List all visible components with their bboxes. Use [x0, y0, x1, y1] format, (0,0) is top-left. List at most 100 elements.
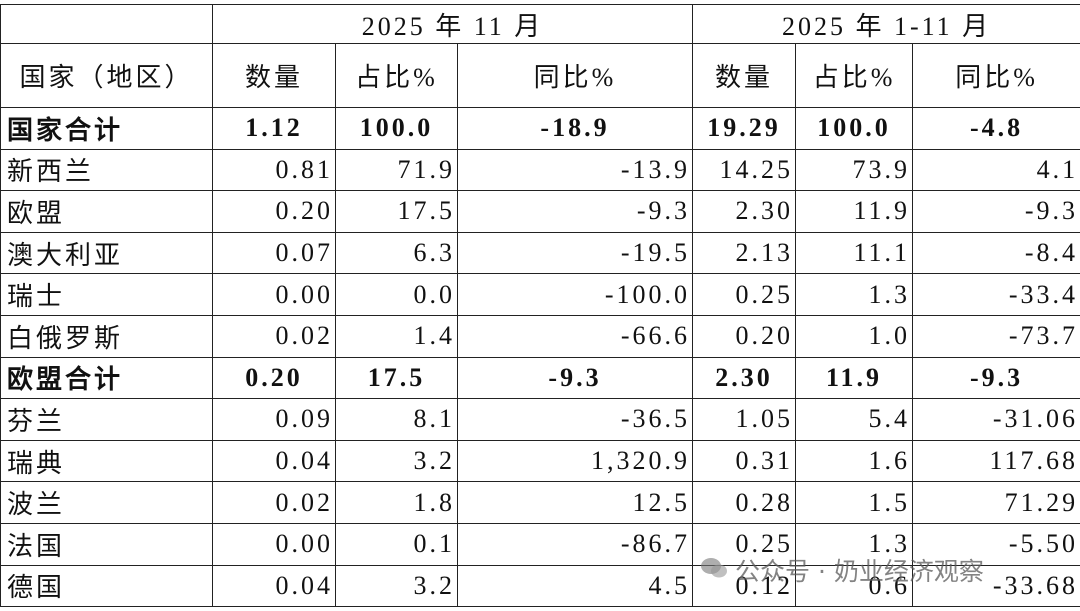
cell: 0.31 — [692, 439, 797, 483]
cell: 1.3 — [795, 273, 914, 316]
table-row: 澳大利亚 0.07 6.3 -19.5 2.13 11.1 -8.4 — [0, 231, 1080, 275]
cell: 0.6 — [795, 564, 914, 608]
cell: 4.1 — [912, 148, 1080, 192]
watermark: 公众号 · 奶业经济观察 — [735, 557, 984, 586]
cell: 19.29 — [692, 107, 797, 150]
cell: 6.3 — [335, 231, 458, 275]
row-label: 白俄罗斯 — [0, 314, 213, 358]
watermark-icon — [701, 558, 727, 578]
cell: 0.04 — [212, 564, 336, 608]
column-header: 占比% — [335, 43, 458, 108]
cell: 14.25 — [692, 148, 797, 192]
cell: 0.28 — [692, 481, 797, 524]
cell: 0.02 — [212, 314, 336, 358]
header-group: 2025 年 11 月 — [211, 4, 694, 44]
cell: -9.3 — [456, 356, 694, 400]
cell: 1.8 — [335, 481, 458, 524]
cell: 100.0 — [795, 107, 914, 150]
cell: 17.5 — [335, 356, 458, 400]
cell: -9.3 — [912, 190, 1080, 233]
row-label: 国家合计 — [0, 107, 213, 150]
cell: 0.00 — [212, 522, 336, 566]
row-label: 瑞典 — [0, 439, 213, 483]
cell: 1.05 — [692, 398, 797, 441]
table-row: 白俄罗斯 0.02 1.4 -66.6 0.20 1.0 -73.7 — [0, 314, 1080, 358]
row-label: 波兰 — [0, 481, 213, 524]
cell: 17.5 — [335, 190, 458, 233]
column-header: 同比% — [912, 43, 1080, 108]
cell: -86.7 — [456, 522, 694, 566]
cell: 4.5 — [456, 564, 694, 608]
row-label: 澳大利亚 — [0, 231, 213, 275]
row-label: 新西兰 — [0, 148, 213, 192]
cell: 3.2 — [335, 439, 458, 483]
cell: 1.4 — [335, 314, 458, 358]
row-label: 瑞士 — [0, 273, 213, 316]
table-row: 德国 0.04 3.2 4.5 0.12 0.6 -33.68 — [0, 564, 1080, 608]
cell: -13.9 — [456, 148, 694, 192]
cell: 0.0 — [335, 273, 458, 316]
cell: 0.25 — [692, 273, 797, 316]
row-label: 法国 — [0, 522, 213, 566]
cell: 0.20 — [212, 190, 336, 233]
cell: -66.6 — [456, 314, 694, 358]
cell: 71.29 — [912, 481, 1080, 524]
table-body: 2025 年 11 月 2025 年 1-11 月 国家（地区） 数量 占比% 同比%… — [0, 4, 1080, 608]
header-group: 2025 年 1-11 月 — [692, 4, 1080, 44]
column-header-row: 国家（地区） 数量 占比% 同比% 数量 占比% 同比% — [0, 43, 1080, 108]
table-row: 欧盟 0.20 17.5 -9.3 2.30 11.9 -9.3 — [0, 190, 1080, 233]
cell: -9.3 — [456, 190, 694, 233]
column-header: 数量 — [212, 43, 336, 108]
cell: -31.06 — [912, 398, 1080, 441]
table-row: 瑞典 0.04 3.2 1,320.9 0.31 1.6 117.68 — [0, 439, 1080, 483]
cell: 2.30 — [692, 356, 797, 400]
table-row: 国家合计 1.12 100.0 -18.9 19.29 100.0 -4.8 — [0, 107, 1080, 150]
cell: -19.5 — [456, 231, 694, 275]
data-table: 2025 年 11 月 2025 年 1-11 月 国家（地区） 数量 占比% 同比%… — [0, 4, 1080, 608]
table-row: 欧盟合计 0.20 17.5 -9.3 2.30 11.9 -9.3 — [0, 356, 1080, 400]
cell: 0.81 — [212, 148, 336, 192]
cell: 1.5 — [795, 481, 914, 524]
cell: 0.20 — [692, 314, 797, 358]
row-label: 欧盟 — [0, 190, 213, 233]
cell: 8.1 — [335, 398, 458, 441]
cell: 0.20 — [212, 356, 336, 400]
cell: 0.09 — [212, 398, 336, 441]
column-header: 国家（地区） — [0, 43, 213, 108]
row-label: 欧盟合计 — [0, 356, 213, 400]
cell: 11.9 — [795, 190, 914, 233]
header-group-row: 2025 年 11 月 2025 年 1-11 月 — [0, 4, 1080, 44]
cell: 5.4 — [795, 398, 914, 441]
row-label: 芬兰 — [0, 398, 213, 441]
cell: 71.9 — [335, 148, 458, 192]
cell: 1.0 — [795, 314, 914, 358]
column-header: 数量 — [692, 43, 797, 108]
cell: -33.68 — [912, 564, 1080, 608]
cell: 0.02 — [212, 481, 336, 524]
cell: 1,320.9 — [456, 439, 694, 483]
cell: 1.3 — [795, 522, 914, 566]
cell: -8.4 — [912, 231, 1080, 275]
cell: 11.9 — [795, 356, 914, 400]
cell: -33.4 — [912, 273, 1080, 316]
cell: 0.07 — [212, 231, 336, 275]
cell: 1.12 — [212, 107, 336, 150]
cell: 12.5 — [456, 481, 694, 524]
table-row: 新西兰 0.81 71.9 -13.9 14.25 73.9 4.1 — [0, 148, 1080, 192]
cell: -73.7 — [912, 314, 1080, 358]
cell: 73.9 — [795, 148, 914, 192]
cell: -100.0 — [456, 273, 694, 316]
cell: 11.1 — [795, 231, 914, 275]
cell: -9.3 — [912, 356, 1080, 400]
cell: -18.9 — [456, 107, 694, 150]
column-header: 占比% — [795, 43, 914, 108]
cell: -36.5 — [456, 398, 694, 441]
table-row: 瑞士 0.00 0.0 -100.0 0.25 1.3 -33.4 — [0, 273, 1080, 316]
cell: 0.00 — [212, 273, 336, 316]
cell: 100.0 — [335, 107, 458, 150]
cell: 117.68 — [912, 439, 1080, 483]
cell: 0.04 — [212, 439, 336, 483]
column-header: 同比% — [456, 43, 694, 108]
cell: -4.8 — [912, 107, 1080, 150]
